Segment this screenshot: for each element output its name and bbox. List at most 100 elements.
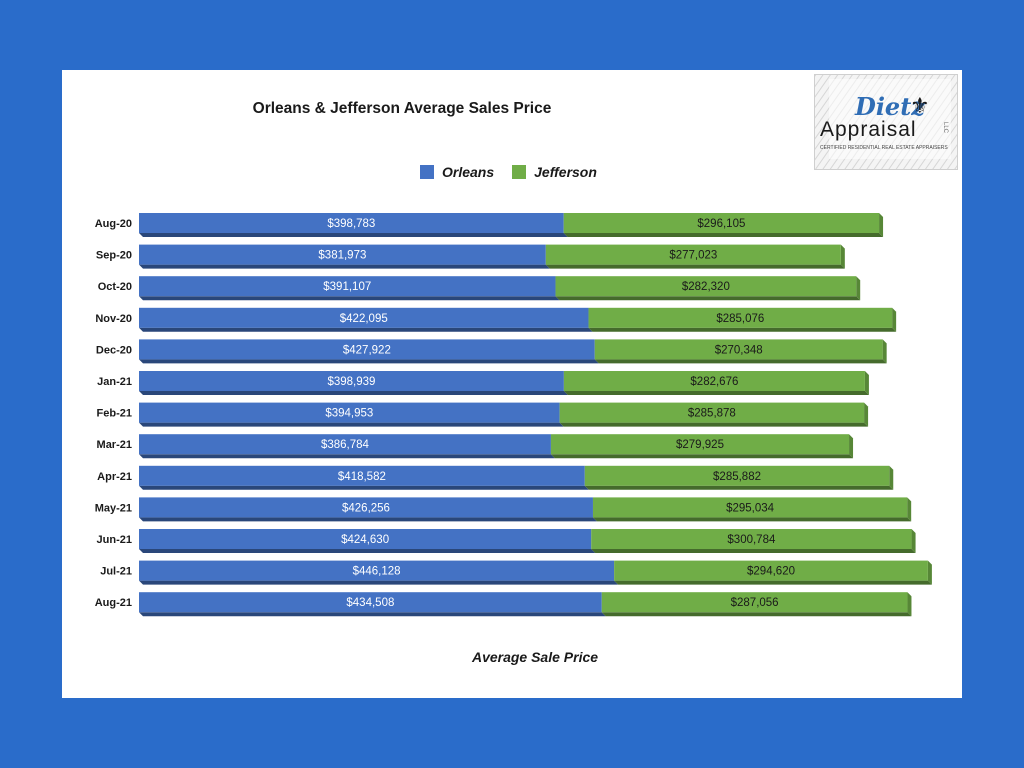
y-tick-label: Jan-21 [97,376,132,388]
bar-jefferson [591,529,912,549]
bar-side-jefferson [856,276,861,301]
data-label-orleans: $398,783 [327,218,375,230]
bar-depth-jefferson [588,327,897,332]
y-tick-label: Apr-21 [97,471,132,483]
bar-side-jefferson [907,592,912,617]
bar-orleans [139,434,551,455]
data-label-jefferson: $282,320 [682,281,730,293]
svg-text:CERTIFIED RESIDENTIAL REAL EST: CERTIFIED RESIDENTIAL REAL ESTATE APPRAI… [820,145,948,151]
bar-depth-orleans [139,296,560,301]
legend-swatch-jefferson [512,165,527,179]
bar-side-jefferson [907,497,912,522]
bar-depth-orleans [139,359,599,364]
svg-text:Appraisal: Appraisal [820,118,917,141]
bar-orleans [139,497,593,518]
y-tick-label: Nov-20 [95,313,132,325]
data-label-orleans: $418,582 [338,471,386,483]
y-tick-label: Sep-20 [96,250,132,262]
bar-side-jefferson [889,465,894,490]
data-label-orleans: $398,939 [327,376,375,388]
svg-text:Dietz: Dietz [854,92,926,121]
bar-jefferson [545,244,841,265]
bar-depth-jefferson [592,517,912,522]
bar-depth-orleans [139,391,568,395]
bar-chart: Aug-20 $398,783 $296,105 Sep-20 $381,973 $277… [95,213,932,617]
bar-jefferson [614,560,928,581]
bar-depth-orleans [139,485,589,490]
data-label-jefferson: $287,056 [731,597,779,609]
bar-depth-jefferson [550,454,854,459]
y-tick-label: Aug-20 [95,218,132,230]
y-tick-label: Mar-21 [97,439,132,451]
data-label-orleans: $386,784 [321,439,370,451]
chart-card: Orleans & Jefferson Average Sales Price … [62,70,962,698]
bar-depth-jefferson [591,549,916,553]
y-tick-label: Aug-21 [95,597,132,609]
bar-jefferson [601,592,908,613]
bar-depth-jefferson [563,391,869,395]
y-tick-label: Oct-20 [98,281,132,293]
data-label-orleans: $426,256 [342,502,390,514]
legend-swatch-orleans [420,165,434,179]
bar-jefferson [559,402,865,423]
bar-side-jefferson [879,213,884,237]
data-label-orleans: $424,630 [341,534,389,546]
bar-depth-jefferson [594,359,887,364]
bar-depth-orleans [139,454,555,459]
bar-side-jefferson [849,434,854,459]
bar-depth-orleans [139,233,568,237]
bar-jefferson [588,307,893,328]
bar-side-jefferson [864,402,869,427]
data-label-jefferson: $285,878 [688,408,736,420]
bar-depth-orleans [139,580,619,585]
data-label-jefferson: $285,076 [716,313,764,325]
bar-jefferson [584,465,890,486]
bar-depth-orleans [139,517,597,522]
dietz-appraisal-logo: Dietz ⚜ LLC Appraisal CERTIFIED RESIDENT… [814,74,958,170]
data-label-orleans: $422,095 [340,313,388,325]
bar-orleans [139,307,589,328]
bar-side-jefferson [882,339,887,364]
bar-side-jefferson [927,560,932,585]
data-label-jefferson: $296,105 [697,218,745,230]
bar-orleans [139,276,556,297]
legend-item-orleans: Orleans [420,164,494,180]
legend-label-jefferson: Jefferson [534,164,597,180]
chart-title: Orleans & Jefferson Average Sales Price [252,100,552,117]
bar-orleans [139,465,585,486]
y-tick-label: May-21 [95,502,132,514]
bar-orleans [139,213,564,233]
bar-orleans [139,529,592,549]
data-label-orleans: $391,107 [323,281,371,293]
x-axis-label: Average Sale Price [471,649,599,665]
bar-depth-jefferson [559,422,869,427]
bar-depth-orleans [139,612,606,617]
y-tick-label: Feb-21 [97,408,132,420]
bar-depth-jefferson [555,296,861,301]
bar-depth-orleans [139,549,596,553]
data-label-jefferson: $300,784 [727,534,776,546]
bar-depth-orleans [139,264,550,269]
bar-depth-orleans [139,422,564,427]
data-label-orleans: $446,128 [353,566,401,578]
data-label-jefferson: $277,023 [669,250,717,262]
bar-orleans [139,371,564,391]
bar-orleans [139,402,560,423]
data-label-jefferson: $279,925 [676,439,724,451]
y-tick-label: Dec-20 [96,344,132,356]
logo-graphic: Dietz ⚜ LLC Appraisal CERTIFIED RESIDENT… [815,75,957,169]
bar-jefferson [555,276,857,297]
bar-orleans [139,592,602,613]
bar-depth-orleans [139,327,593,332]
y-tick-label: Jun-21 [97,534,132,546]
bar-orleans [139,339,595,360]
data-label-orleans: $427,922 [343,344,391,356]
data-label-jefferson: $285,882 [713,471,761,483]
bar-orleans [139,244,546,265]
data-label-orleans: $394,953 [325,408,373,420]
bar-side-jefferson [840,244,845,269]
bar-orleans [139,560,615,581]
legend-label-orleans: Orleans [442,164,495,180]
bar-jefferson [563,213,880,233]
y-tick-label: Jul-21 [100,566,132,578]
